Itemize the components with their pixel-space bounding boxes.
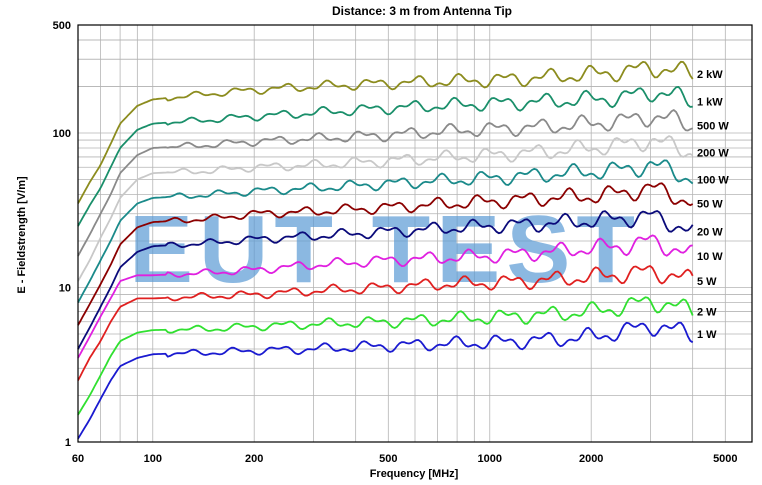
x-tick-label: 200: [245, 453, 263, 465]
series-label: 20 W: [697, 227, 723, 239]
series-line-1-kw: [77, 86, 693, 227]
series-line-500-w: [77, 109, 694, 257]
series-labels: 2 kW 1 kW 500 W 200 W 100 W 50 W 20 W 10 W 5 W 2 …: [697, 69, 729, 341]
series-label: 2 kW: [697, 69, 723, 81]
series-label: 5 W: [697, 276, 717, 288]
series-line-2-kw: [77, 60, 694, 204]
x-tick-label: 1000: [478, 453, 502, 465]
y-tick-label: 10: [59, 282, 71, 294]
grid: [77, 24, 753, 443]
series-label: 1 W: [697, 329, 717, 341]
y-axis-label: E - Fieldstrength [V/m]: [16, 176, 28, 294]
series-label: 10 W: [697, 251, 723, 263]
x-tick-label: 500: [379, 453, 397, 465]
x-tick-label: 2000: [579, 453, 603, 465]
series-label: 500 W: [697, 120, 729, 132]
y-tick-labels: 1 10 100 500: [53, 20, 71, 449]
y-tick-label: 100: [53, 128, 71, 140]
y-tick-label: 500: [53, 20, 71, 32]
series-line-2-w: [77, 296, 694, 416]
series-lines: [77, 60, 694, 440]
series-label: 2 W: [697, 306, 717, 318]
x-tick-label: 100: [144, 453, 162, 465]
series-line-10-w: [77, 234, 693, 359]
series-line-5-w: [77, 265, 694, 381]
series-line-200-w: [77, 135, 694, 282]
x-tick-labels: 60 100 200 500 1000 2000 5000: [72, 453, 738, 465]
watermark: EUT TEST: [129, 196, 641, 303]
series-line-1-w: [77, 321, 694, 440]
x-axis-label: Frequency [MHz]: [370, 468, 459, 480]
x-tick-label: 60: [72, 453, 84, 465]
series-label: 100 W: [697, 175, 729, 187]
series-label: 1 kW: [697, 96, 723, 108]
y-tick-label: 1: [65, 437, 71, 449]
series-line-20-w: [77, 210, 694, 350]
series-label: 200 W: [697, 147, 729, 159]
series-line-50-w: [77, 182, 694, 326]
watermark-text: EUT TEST: [129, 196, 641, 303]
chart-title: Distance: 3 m from Antenna Tip: [332, 4, 512, 18]
series-line-100-w: [77, 159, 694, 303]
plot-frame: [77, 24, 753, 443]
x-tick-label: 5000: [713, 453, 737, 465]
series-label: 50 W: [697, 198, 723, 210]
